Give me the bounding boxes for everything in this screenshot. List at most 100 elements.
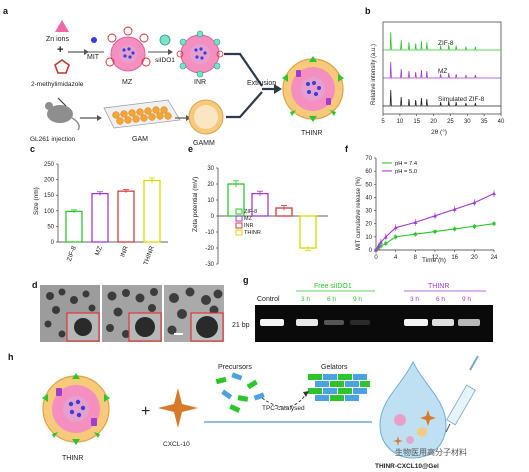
xrd-x-tick-label: 35 (481, 119, 488, 125)
zeta-legend-label: THINR (244, 230, 261, 236)
release-x-tick-label: 12 (432, 255, 439, 261)
xrd-series-line (383, 89, 501, 107)
panel-letter-b: b (365, 6, 371, 16)
band-thinr-9h (458, 319, 480, 326)
release-y-tick-label: 30 (365, 209, 372, 215)
time-3h-thinr: 3 h (410, 296, 419, 303)
imidazole-icon (54, 59, 70, 74)
release-y-tick-label: 10 (365, 235, 372, 241)
xrd-series-label: ZIF-8 (438, 40, 454, 47)
release-point (379, 244, 383, 248)
band-free-6h (324, 320, 344, 325)
release-line-chart: 0 10 20 30 40 50 60 70 0 4 8 12 16 20 24 pH = 7.4 pH = 5… (365, 156, 498, 261)
cxcl10-icon (158, 388, 198, 428)
gel-label: THINR-CXCL10@Gel (375, 463, 439, 470)
size-bar (117, 190, 135, 243)
thinr-label: THINR (301, 130, 322, 137)
xrd-x-tick-label: 5 (381, 119, 385, 125)
zeta-legend-swatch (235, 215, 243, 222)
zn-ions-label: Zn ions (46, 36, 69, 43)
zeta-legend-label: INR (244, 223, 254, 229)
size-category-label: ZIF-8 (66, 245, 78, 262)
zeta-y-tick-label: 20 (207, 182, 214, 188)
zeta-y-tick-label: 30 (207, 166, 214, 172)
scale-bar (174, 333, 183, 335)
release-x-tick-label: 16 (451, 255, 458, 261)
xrd-series-label: Simulated ZIF-8 (438, 96, 485, 103)
free-siido1-label: Free siIDO1 (314, 283, 352, 290)
gamm-label: GAMM (193, 140, 215, 147)
panel-g: g Free siIDO1 THINR Control 3 h 6 h 9 h … (232, 275, 493, 342)
arrow-head (97, 115, 102, 121)
tem-image-thinr (164, 285, 224, 342)
size-bar (65, 210, 83, 243)
syringe-plunger (469, 355, 479, 371)
size-y-tick-label: 50 (47, 224, 54, 230)
release-y-tick-label: 60 (365, 169, 372, 175)
release-point (453, 227, 457, 231)
band-thinr-3h (404, 319, 428, 326)
panel-letter-d: d (32, 280, 38, 290)
arrow-head (186, 115, 191, 121)
precursor-blocks (215, 372, 265, 413)
panel-b: b ZIF-8 MZ Simulated ZIF-8 5 10 15 20 25 30 35 40… (365, 6, 505, 136)
panel-letter-h: h (8, 352, 14, 362)
zeta-y-tick-label: -20 (205, 246, 214, 252)
release-point (452, 207, 457, 211)
plus-sign: + (57, 44, 63, 56)
time-3h-free: 3 h (301, 296, 310, 303)
release-point (492, 191, 496, 196)
xrd-x-axis: 5 10 15 20 25 30 35 40 (381, 114, 505, 125)
panel-letter-f: f (345, 144, 349, 154)
release-y-tick-label: 40 (365, 195, 372, 201)
time-9h-free: 9 h (353, 296, 362, 303)
panel-c: c 0 50 100 150 200 250 ZIF-8 MZ INR THINR Size (n… (30, 144, 168, 266)
size-y-tick-label: 150 (44, 193, 55, 199)
release-x-tick-label: 4 (394, 255, 398, 261)
bp-label: 21 bp (232, 322, 250, 329)
mit-label: MIT (87, 54, 100, 61)
arrow-head (303, 391, 309, 397)
mz-label: MZ (122, 79, 133, 86)
tem-image-zif8 (40, 285, 100, 342)
size-ylabel: Size (nm) (33, 187, 40, 215)
panel-f: f 0 10 20 30 40 50 60 70 0 4 8 12 16 20 24 pH = 7.4 pH =… (345, 144, 498, 264)
merge-arrow (224, 52, 263, 87)
merge-arrow (226, 91, 263, 119)
zeta-y-tick-label: 10 (207, 198, 214, 204)
release-y-tick-label: 0 (369, 248, 373, 254)
plus-sign: + (141, 403, 150, 420)
zeta-y-tick-label: 0 (211, 214, 215, 220)
size-y-tick-label: 250 (44, 162, 55, 168)
size-category-label: MZ (94, 245, 104, 256)
panel-letter-c: c (30, 144, 35, 154)
xrd-x-tick-label: 10 (397, 119, 404, 125)
xrd-series-label: MZ (438, 68, 447, 75)
tem-image-mz (102, 285, 162, 342)
xrd-series-line (383, 61, 501, 79)
watermark-text: 生物医用高分子材料 (395, 447, 467, 457)
panel-a: a Zn ions + 2-methylimidazole MIT (3, 6, 344, 147)
thinr-particle-icon (282, 56, 344, 122)
release-point (394, 235, 398, 239)
band-free-9h (350, 320, 370, 325)
xrd-xlabel: 2θ (°) (431, 128, 447, 136)
time-6h-thinr: 6 h (436, 296, 445, 303)
siido1-label: siIDO1 (155, 57, 175, 64)
release-point (393, 225, 398, 230)
zeta-y-tick-label: -30 (205, 262, 214, 268)
mouse-icon (45, 97, 80, 131)
release-x-tick-label: 8 (414, 255, 418, 261)
mz-particle-icon (105, 26, 151, 72)
zeta-legend-label: ZIF-8 (244, 209, 257, 215)
release-xlabel: Time (h) (422, 257, 446, 264)
zn-ions-icon (55, 20, 69, 32)
zeta-legend-label: MZ (244, 216, 253, 222)
xrd-plot-frame (382, 21, 502, 115)
release-x-tick-label: 24 (491, 255, 498, 261)
size-y-tick-label: 0 (51, 240, 55, 246)
inr-particle-icon (176, 30, 224, 78)
xrd-x-tick-label: 40 (498, 119, 505, 125)
